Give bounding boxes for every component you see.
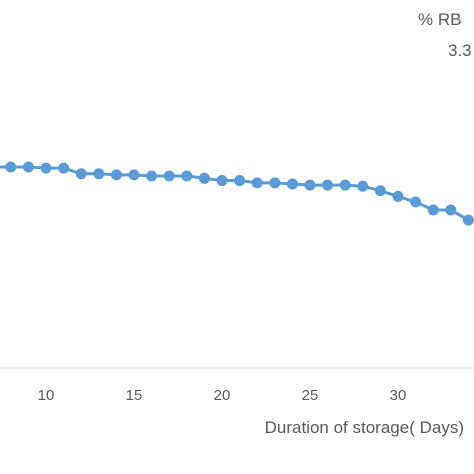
x-axis-title: Duration of storage( Days) — [265, 418, 464, 437]
annotation-line-1: % RB — [418, 10, 461, 29]
series-line — [0, 165, 470, 222]
data-point — [110, 169, 122, 181]
annotation-group: % RB 3.3 — [418, 10, 472, 60]
data-point — [339, 179, 351, 191]
data-point — [462, 214, 474, 226]
x-tick-label: 25 — [302, 387, 319, 404]
data-point — [374, 185, 386, 197]
data-point — [128, 169, 140, 181]
data-point — [286, 178, 298, 190]
x-tick-label: 15 — [126, 387, 143, 404]
data-point — [146, 170, 158, 182]
data-point — [58, 162, 70, 174]
data-point — [234, 175, 246, 187]
data-point — [216, 175, 228, 187]
data-point — [427, 204, 439, 216]
x-tick-label: 20 — [214, 387, 231, 404]
data-point — [357, 180, 369, 192]
annotation-line-2: 3.3 — [448, 41, 472, 60]
data-point — [22, 161, 34, 173]
data-point — [198, 172, 210, 184]
data-point — [251, 177, 263, 189]
data-point — [269, 177, 281, 189]
data-point — [181, 170, 193, 182]
data-point — [322, 179, 334, 191]
data-point — [93, 168, 105, 180]
data-point — [392, 190, 404, 202]
data-point — [445, 204, 457, 216]
data-point — [410, 196, 422, 208]
data-point — [5, 161, 17, 173]
data-point — [163, 170, 175, 182]
x-tick-label: 30 — [390, 387, 407, 404]
series-points — [5, 161, 474, 226]
data-point — [75, 168, 87, 180]
x-tick-labels: 10 15 20 25 30 — [38, 387, 407, 404]
data-point — [304, 179, 316, 191]
data-point — [40, 162, 52, 174]
x-tick-label: 10 — [38, 387, 55, 404]
